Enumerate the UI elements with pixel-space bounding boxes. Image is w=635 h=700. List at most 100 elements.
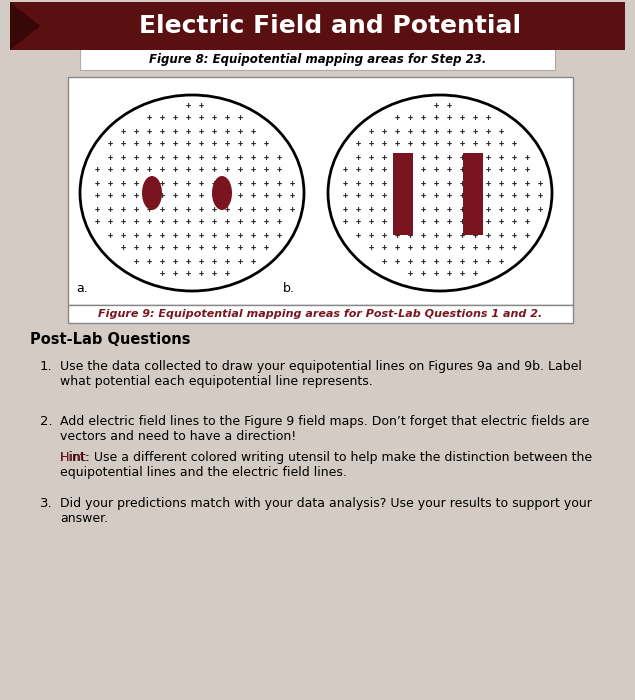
Text: +: + (511, 139, 517, 148)
Text: +: + (159, 192, 164, 200)
Text: +: + (185, 178, 190, 188)
Text: +: + (198, 192, 204, 200)
Text: +: + (237, 153, 243, 162)
Text: +: + (224, 139, 230, 148)
Text: +: + (485, 127, 491, 136)
Text: +: + (472, 153, 478, 162)
Text: +: + (121, 127, 126, 136)
Ellipse shape (328, 95, 552, 291)
Text: +: + (368, 244, 373, 253)
Text: +: + (446, 244, 451, 253)
Text: +: + (498, 165, 504, 174)
Text: +: + (485, 139, 491, 148)
Text: +: + (498, 139, 504, 148)
Text: +: + (408, 270, 413, 279)
Text: +: + (394, 113, 399, 122)
Text: +: + (121, 153, 126, 162)
FancyBboxPatch shape (10, 2, 625, 50)
Text: +: + (485, 244, 491, 253)
Text: +: + (511, 244, 517, 253)
Text: +: + (211, 192, 217, 200)
Text: +: + (420, 127, 425, 136)
Text: +: + (408, 218, 413, 227)
Text: +: + (420, 113, 425, 122)
Text: +: + (250, 178, 256, 188)
Text: 1.: 1. (40, 360, 53, 373)
Text: +: + (408, 230, 413, 239)
Text: +: + (511, 153, 517, 162)
Text: +: + (147, 204, 152, 214)
Text: +: + (198, 153, 204, 162)
Text: +: + (446, 192, 451, 200)
FancyBboxPatch shape (68, 305, 573, 323)
Text: +: + (382, 192, 387, 200)
Text: b.: b. (283, 282, 295, 295)
Text: +: + (459, 178, 465, 188)
Text: +: + (537, 192, 543, 200)
Text: +: + (172, 230, 178, 239)
Text: +: + (147, 113, 152, 122)
Text: +: + (211, 113, 217, 122)
Text: +: + (211, 165, 217, 174)
Text: +: + (498, 230, 504, 239)
FancyBboxPatch shape (68, 77, 573, 305)
Text: Figure 9: Equipotential mapping areas for Post-Lab Questions 1 and 2.: Figure 9: Equipotential mapping areas fo… (98, 309, 542, 319)
Text: +: + (394, 165, 399, 174)
Text: +: + (342, 165, 347, 174)
Text: +: + (172, 127, 178, 136)
Text: +: + (420, 244, 425, 253)
Text: +: + (446, 230, 451, 239)
Text: +: + (224, 256, 230, 265)
Text: +: + (382, 165, 387, 174)
Text: +: + (446, 218, 451, 227)
Text: +: + (420, 256, 425, 265)
Text: +: + (147, 256, 152, 265)
Text: +: + (408, 178, 413, 188)
Text: +: + (185, 113, 190, 122)
Text: +: + (147, 139, 152, 148)
Text: +: + (133, 218, 138, 227)
Text: +: + (382, 178, 387, 188)
Text: +: + (382, 204, 387, 214)
Text: +: + (198, 101, 204, 109)
Text: +: + (237, 113, 243, 122)
Ellipse shape (80, 95, 304, 291)
Text: +: + (382, 127, 387, 136)
Text: +: + (433, 101, 439, 109)
Text: +: + (159, 204, 164, 214)
Text: +: + (342, 192, 347, 200)
Text: +: + (172, 178, 178, 188)
Text: +: + (342, 204, 347, 214)
Text: +: + (198, 230, 204, 239)
Text: +: + (472, 230, 478, 239)
Text: +: + (224, 153, 230, 162)
Text: +: + (133, 230, 138, 239)
Text: +: + (264, 192, 269, 200)
Text: +: + (147, 230, 152, 239)
Text: +: + (237, 178, 243, 188)
Text: +: + (420, 192, 425, 200)
Text: +: + (250, 256, 256, 265)
Text: Use the data collected to draw your equipotential lines on Figures 9a and 9b. La: Use the data collected to draw your equi… (60, 360, 582, 388)
Text: +: + (250, 192, 256, 200)
Text: +: + (133, 139, 138, 148)
FancyBboxPatch shape (80, 48, 555, 70)
Text: +: + (408, 244, 413, 253)
Text: +: + (198, 178, 204, 188)
Text: +: + (368, 178, 373, 188)
Text: +: + (394, 256, 399, 265)
Text: +: + (368, 139, 373, 148)
Text: +: + (498, 218, 504, 227)
Text: +: + (459, 204, 465, 214)
Text: +: + (172, 204, 178, 214)
Text: +: + (368, 204, 373, 214)
Text: +: + (433, 113, 439, 122)
Text: +: + (224, 127, 230, 136)
Text: +: + (224, 192, 230, 200)
Text: Did your predictions match with your data analysis? Use your results to support : Did your predictions match with your dat… (60, 497, 592, 525)
Text: +: + (356, 230, 361, 239)
Text: +: + (408, 153, 413, 162)
Text: +: + (237, 244, 243, 253)
Text: 3.: 3. (40, 497, 53, 510)
Text: +: + (356, 153, 361, 162)
